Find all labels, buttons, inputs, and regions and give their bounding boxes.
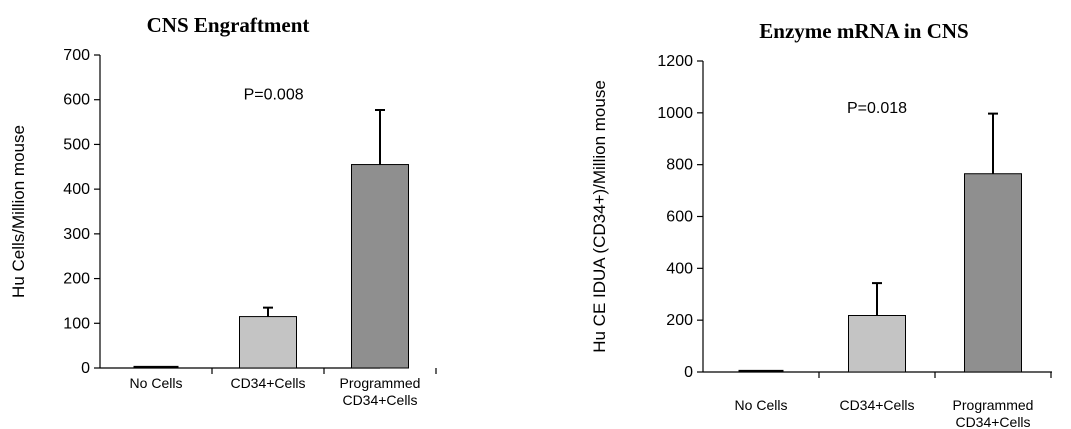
x-tick-label: CD34+Cells: [230, 375, 305, 391]
y-tick-label: 400: [666, 260, 693, 277]
y-axis-title: Hu Cells/Million mouse: [9, 125, 28, 298]
x-tick-label: CD34+Cells: [955, 414, 1030, 429]
chart-title: Enzyme mRNA in CNS: [759, 19, 968, 43]
y-axis-title: Hu CE IDUA (CD34+)/Million mouse: [590, 80, 609, 353]
chart-enzyme-mrna: Enzyme mRNA in CNS Hu CE IDUA (CD34+)/Mil…: [590, 19, 1052, 429]
x-tick-label: CD34+Cells: [342, 392, 417, 408]
bar: [964, 173, 1022, 373]
y-tick-label: 0: [81, 360, 90, 377]
x-tick-label: No Cells: [735, 397, 788, 413]
y-tick-label: 1200: [657, 53, 693, 70]
y-tick-label: 600: [63, 92, 90, 109]
bar: [848, 315, 906, 373]
x-tick-label: CD34+Cells: [839, 397, 914, 413]
y-tick-label: 600: [666, 209, 693, 226]
y-tick-label: 800: [666, 157, 693, 174]
x-tick-label: Programmed: [340, 375, 421, 391]
y-tick-label: 400: [63, 181, 90, 198]
x-tick-label: No Cells: [130, 375, 183, 391]
y-tick-label: 200: [666, 312, 693, 329]
chart-cns-engraftment: CNS Engraftment Hu Cells/Million mouse 0 10…: [9, 13, 437, 408]
x-tick-label: Programmed: [953, 397, 1034, 413]
y-tick-label: 1000: [657, 105, 693, 122]
y-tick-label: 100: [63, 315, 90, 332]
y-tick-label: 500: [63, 136, 90, 153]
chart-title: CNS Engraftment: [147, 13, 310, 37]
y-tick-label: 700: [63, 47, 90, 64]
p-value-annotation: P=0.018: [847, 100, 907, 117]
p-value-annotation: P=0.008: [244, 87, 304, 104]
y-tick-label: 200: [63, 271, 90, 288]
bar: [351, 164, 409, 369]
y-tick-label: 0: [684, 364, 693, 381]
y-tick-label: 300: [63, 226, 90, 243]
bar: [239, 316, 297, 369]
